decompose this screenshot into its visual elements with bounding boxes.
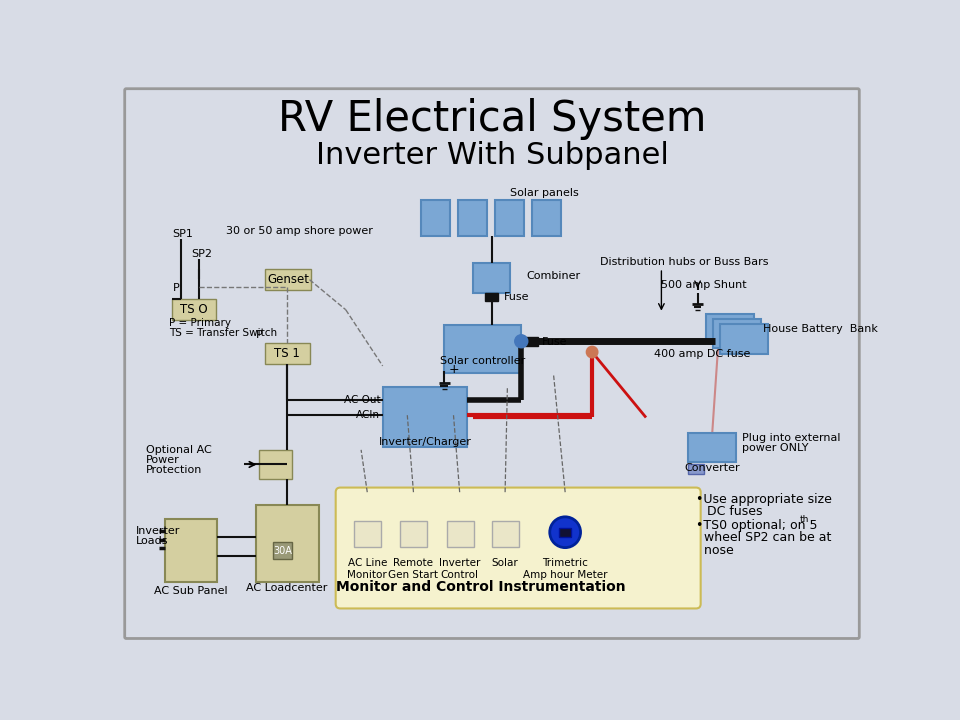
Text: Fuse: Fuse <box>504 292 529 302</box>
FancyBboxPatch shape <box>336 487 701 608</box>
Bar <box>265 343 309 364</box>
Text: Power: Power <box>146 455 180 465</box>
Bar <box>688 464 704 474</box>
Text: wheel SP2 can be at: wheel SP2 can be at <box>696 531 831 544</box>
Bar <box>495 200 524 235</box>
Text: Solar controller: Solar controller <box>440 356 525 366</box>
Bar <box>165 519 217 582</box>
Text: Loads: Loads <box>136 536 169 546</box>
Text: TS 1: TS 1 <box>275 347 300 360</box>
Text: SP1: SP1 <box>173 229 193 239</box>
Text: TS = Transfer Switch: TS = Transfer Switch <box>169 328 276 338</box>
Bar <box>173 299 216 320</box>
Text: Plug into external: Plug into external <box>742 433 841 444</box>
Bar <box>274 542 292 559</box>
Bar <box>265 269 311 289</box>
Text: AC Loadcenter: AC Loadcenter <box>247 583 328 593</box>
Text: +: + <box>449 364 460 377</box>
Text: 30 or 50 amp shore power: 30 or 50 amp shore power <box>227 226 373 236</box>
Text: •Use appropriate size: •Use appropriate size <box>696 493 832 506</box>
Text: Protection: Protection <box>146 465 202 475</box>
Text: Inverter With Subpanel: Inverter With Subpanel <box>316 141 668 170</box>
Text: AC Out: AC Out <box>344 395 380 405</box>
Bar <box>720 324 768 354</box>
Bar <box>446 521 473 547</box>
Text: P = Primary: P = Primary <box>169 318 230 328</box>
Bar <box>713 319 760 348</box>
Bar <box>259 450 292 479</box>
Circle shape <box>550 517 581 548</box>
Bar <box>383 387 468 446</box>
Bar <box>444 325 521 373</box>
Text: P: P <box>255 330 262 340</box>
Text: Combiner: Combiner <box>526 271 580 281</box>
Text: 400 amp DC fuse: 400 amp DC fuse <box>654 349 750 359</box>
Text: Solar: Solar <box>492 559 518 568</box>
Text: 500 amp Shunt: 500 amp Shunt <box>661 280 747 290</box>
Text: Fuse: Fuse <box>542 337 567 347</box>
Text: power ONLY: power ONLY <box>742 444 808 454</box>
Bar <box>559 528 571 537</box>
Circle shape <box>516 335 527 348</box>
Text: House Battery  Bank: House Battery Bank <box>763 324 877 334</box>
Text: Distribution hubs or Buss Bars: Distribution hubs or Buss Bars <box>600 257 768 267</box>
Text: ACIn: ACIn <box>356 410 380 420</box>
Bar <box>255 505 319 582</box>
Text: SP2: SP2 <box>192 249 213 259</box>
Text: Inverter: Inverter <box>136 526 180 536</box>
Bar <box>688 433 736 462</box>
Bar <box>492 521 519 547</box>
Bar <box>354 521 381 547</box>
Text: Monitor and Control Instrumentation: Monitor and Control Instrumentation <box>336 580 625 594</box>
Text: Inverter
Control: Inverter Control <box>439 559 480 580</box>
Bar <box>400 521 427 547</box>
Text: th: th <box>800 515 809 523</box>
Text: P: P <box>173 283 180 293</box>
Bar <box>706 313 754 343</box>
Text: Inverter/Charger: Inverter/Charger <box>378 437 471 447</box>
Bar <box>485 293 498 301</box>
Text: Optional AC: Optional AC <box>146 445 211 455</box>
Bar <box>532 200 562 235</box>
Text: RV Electrical System: RV Electrical System <box>277 98 707 140</box>
Bar <box>525 338 539 346</box>
Text: Solar panels: Solar panels <box>510 188 579 198</box>
Bar <box>421 200 450 235</box>
Text: Remote
Gen Start: Remote Gen Start <box>389 559 439 580</box>
Text: AC Sub Panel: AC Sub Panel <box>155 586 228 595</box>
Text: Converter: Converter <box>684 462 740 472</box>
Bar <box>472 264 510 293</box>
Text: TS O: TS O <box>180 303 207 316</box>
Text: DC fuses: DC fuses <box>707 505 762 518</box>
Text: •TS0 optional; on 5: •TS0 optional; on 5 <box>696 519 818 532</box>
Text: AC Line
Monitor: AC Line Monitor <box>348 559 387 580</box>
Text: nose: nose <box>696 544 733 557</box>
Bar <box>458 200 488 235</box>
Text: Trimetric
Amp hour Meter: Trimetric Amp hour Meter <box>523 559 608 580</box>
Circle shape <box>587 346 597 357</box>
Text: 30A: 30A <box>274 546 292 556</box>
Text: Genset: Genset <box>267 273 309 286</box>
